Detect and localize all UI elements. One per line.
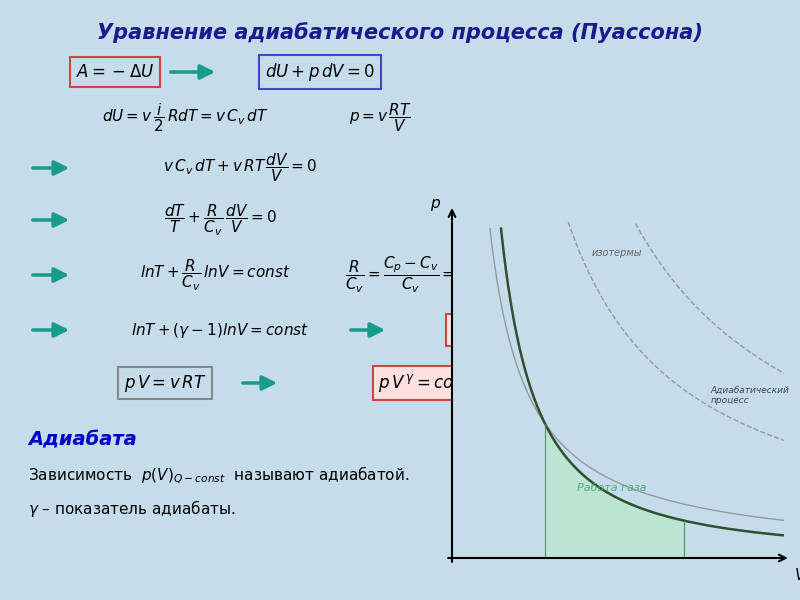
Text: Адиабата: Адиабата	[28, 430, 137, 449]
Text: $V$: $V$	[794, 567, 800, 583]
Text: Зависимость  $p(V)_{Q-const}$  называют адиабатой.: Зависимость $p(V)_{Q-const}$ называют ад…	[28, 465, 410, 486]
Text: $\dfrac{dT}{T} + \dfrac{R}{C_v}\,\dfrac{dV}{V} = 0$: $\dfrac{dT}{T} + \dfrac{R}{C_v}\,\dfrac{…	[164, 202, 276, 238]
Text: $lnT + \dfrac{R}{C_v}\,lnV = const$: $lnT + \dfrac{R}{C_v}\,lnV = const$	[140, 257, 290, 293]
Text: $p$: $p$	[430, 197, 441, 213]
Text: $p\,V = v\,RT$: $p\,V = v\,RT$	[124, 373, 206, 394]
Text: $p = v\,\dfrac{RT}{V}$: $p = v\,\dfrac{RT}{V}$	[349, 101, 411, 134]
Text: Адиабатический
процесс: Адиабатический процесс	[711, 386, 790, 406]
Text: $p\,V^{\,\gamma} = const$: $p\,V^{\,\gamma} = const$	[378, 372, 482, 394]
Text: $lnT + (\gamma - 1)lnV = const$: $lnT + (\gamma - 1)lnV = const$	[131, 320, 309, 340]
Text: $\gamma$ – показатель адиабаты.: $\gamma$ – показатель адиабаты.	[28, 498, 235, 519]
Text: изотермы: изотермы	[591, 248, 642, 257]
Text: $A = -\Delta U$: $A = -\Delta U$	[76, 63, 154, 81]
Text: $dU = v\,\dfrac{i}{2}\,RdT = v\,C_v\,dT$: $dU = v\,\dfrac{i}{2}\,RdT = v\,C_v\,dT$	[102, 101, 269, 134]
Text: $T\,V^{(\gamma\,-\,1)} = const$: $T\,V^{(\gamma\,-\,1)} = const$	[452, 319, 588, 341]
Text: $v\,C_v\,dT + v\,RT\,\dfrac{dV}{V} = 0$: $v\,C_v\,dT + v\,RT\,\dfrac{dV}{V} = 0$	[163, 152, 317, 184]
Text: Уравнение адиабатического процесса (Пуассона): Уравнение адиабатического процесса (Пуас…	[97, 22, 703, 43]
Text: $dU + p\,dV = 0$: $dU + p\,dV = 0$	[265, 61, 375, 83]
Text: Работа газа: Работа газа	[577, 483, 646, 493]
Text: $\dfrac{R}{C_v} = \dfrac{C_p - C_v}{C_v} = \gamma - 1$: $\dfrac{R}{C_v} = \dfrac{C_p - C_v}{C_v}…	[345, 255, 495, 295]
